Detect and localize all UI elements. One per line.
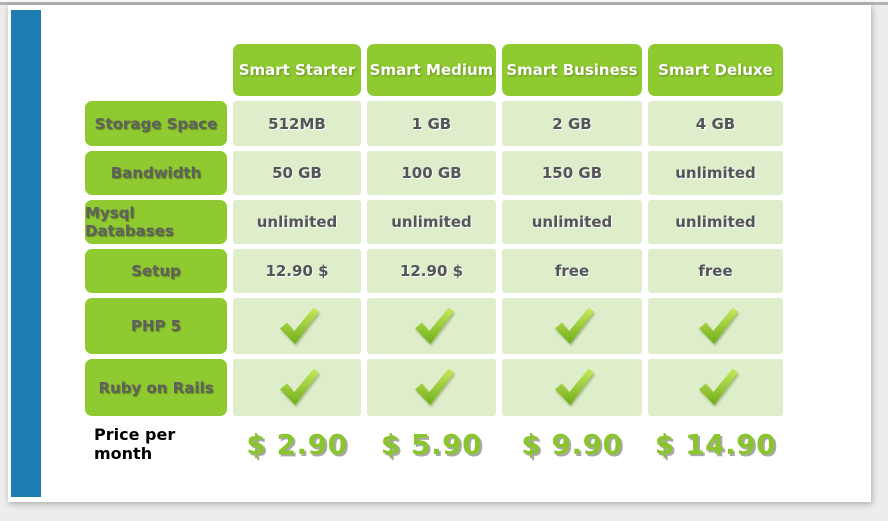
- cell-storage-smart-business: 2 GB: [502, 101, 642, 146]
- price-per-month-label: Price per month: [94, 425, 176, 463]
- checkmark-icon: [554, 307, 595, 344]
- page-top-border: [0, 2, 888, 5]
- checkmark-icon: [279, 368, 320, 405]
- cell-mysql-smart-business: unlimited: [502, 200, 642, 244]
- plan-header-smart-medium[interactable]: Smart Medium: [367, 44, 496, 96]
- cell-php5-smart-deluxe: [648, 298, 783, 354]
- cell-ruby-smart-deluxe: [648, 359, 783, 416]
- cell-bandwidth-smart-deluxe: unlimited: [648, 151, 783, 195]
- feature-label-setup: Setup: [85, 249, 227, 293]
- table-corner-spacer: [85, 44, 227, 96]
- checkmark-icon: [414, 307, 454, 344]
- checkmark-icon: [279, 307, 320, 344]
- cell-mysql-smart-starter: unlimited: [233, 200, 361, 244]
- cell-storage-smart-starter: 512MB: [233, 101, 361, 146]
- checkmark-icon: [698, 368, 738, 405]
- blue-side-ribbon: [11, 10, 41, 497]
- cell-bandwidth-smart-business: 150 GB: [502, 151, 642, 195]
- cell-storage-smart-deluxe: 4 GB: [648, 101, 783, 146]
- cell-ruby-smart-business: [502, 359, 642, 416]
- cell-bandwidth-smart-medium: 100 GB: [367, 151, 496, 195]
- price-smart-medium: $ 5.90: [380, 427, 483, 461]
- price-smart-deluxe: $ 14.90: [654, 427, 777, 461]
- cell-php5-smart-medium: [367, 298, 496, 354]
- feature-label-bandwidth: Bandwidth: [85, 151, 227, 195]
- content-page: Smart Starter Smart Medium Smart Busines…: [8, 5, 871, 502]
- checkmark-icon: [698, 307, 738, 344]
- cell-storage-smart-medium: 1 GB: [367, 101, 496, 146]
- cell-mysql-smart-deluxe: unlimited: [648, 200, 783, 244]
- pricing-table: Smart Starter Smart Medium Smart Busines…: [85, 44, 783, 467]
- plan-header-smart-starter[interactable]: Smart Starter: [233, 44, 361, 96]
- cell-mysql-smart-medium: unlimited: [367, 200, 496, 244]
- cell-ruby-smart-starter: [233, 359, 361, 416]
- price-smart-starter: $ 2.90: [246, 427, 348, 461]
- checkmark-icon: [554, 368, 595, 405]
- cell-setup-smart-business: free: [502, 249, 642, 293]
- price-smart-business: $ 9.90: [521, 427, 623, 461]
- feature-label-storage-space: Storage Space: [85, 101, 227, 146]
- plan-header-smart-deluxe[interactable]: Smart Deluxe: [648, 44, 783, 96]
- cell-php5-smart-starter: [233, 298, 361, 354]
- cell-setup-smart-deluxe: free: [648, 249, 783, 293]
- checkmark-icon: [414, 368, 454, 405]
- plan-header-smart-business[interactable]: Smart Business: [502, 44, 642, 96]
- feature-label-ruby-on-rails: Ruby on Rails: [85, 359, 227, 416]
- cell-ruby-smart-medium: [367, 359, 496, 416]
- cell-bandwidth-smart-starter: 50 GB: [233, 151, 361, 195]
- cell-php5-smart-business: [502, 298, 642, 354]
- cell-setup-smart-medium: 12.90 $: [367, 249, 496, 293]
- cell-setup-smart-starter: 12.90 $: [233, 249, 361, 293]
- feature-label-php5: PHP 5: [85, 298, 227, 354]
- feature-label-mysql-databases: Mysql Databases: [85, 200, 227, 244]
- page-top-highlight: [0, 0, 888, 2]
